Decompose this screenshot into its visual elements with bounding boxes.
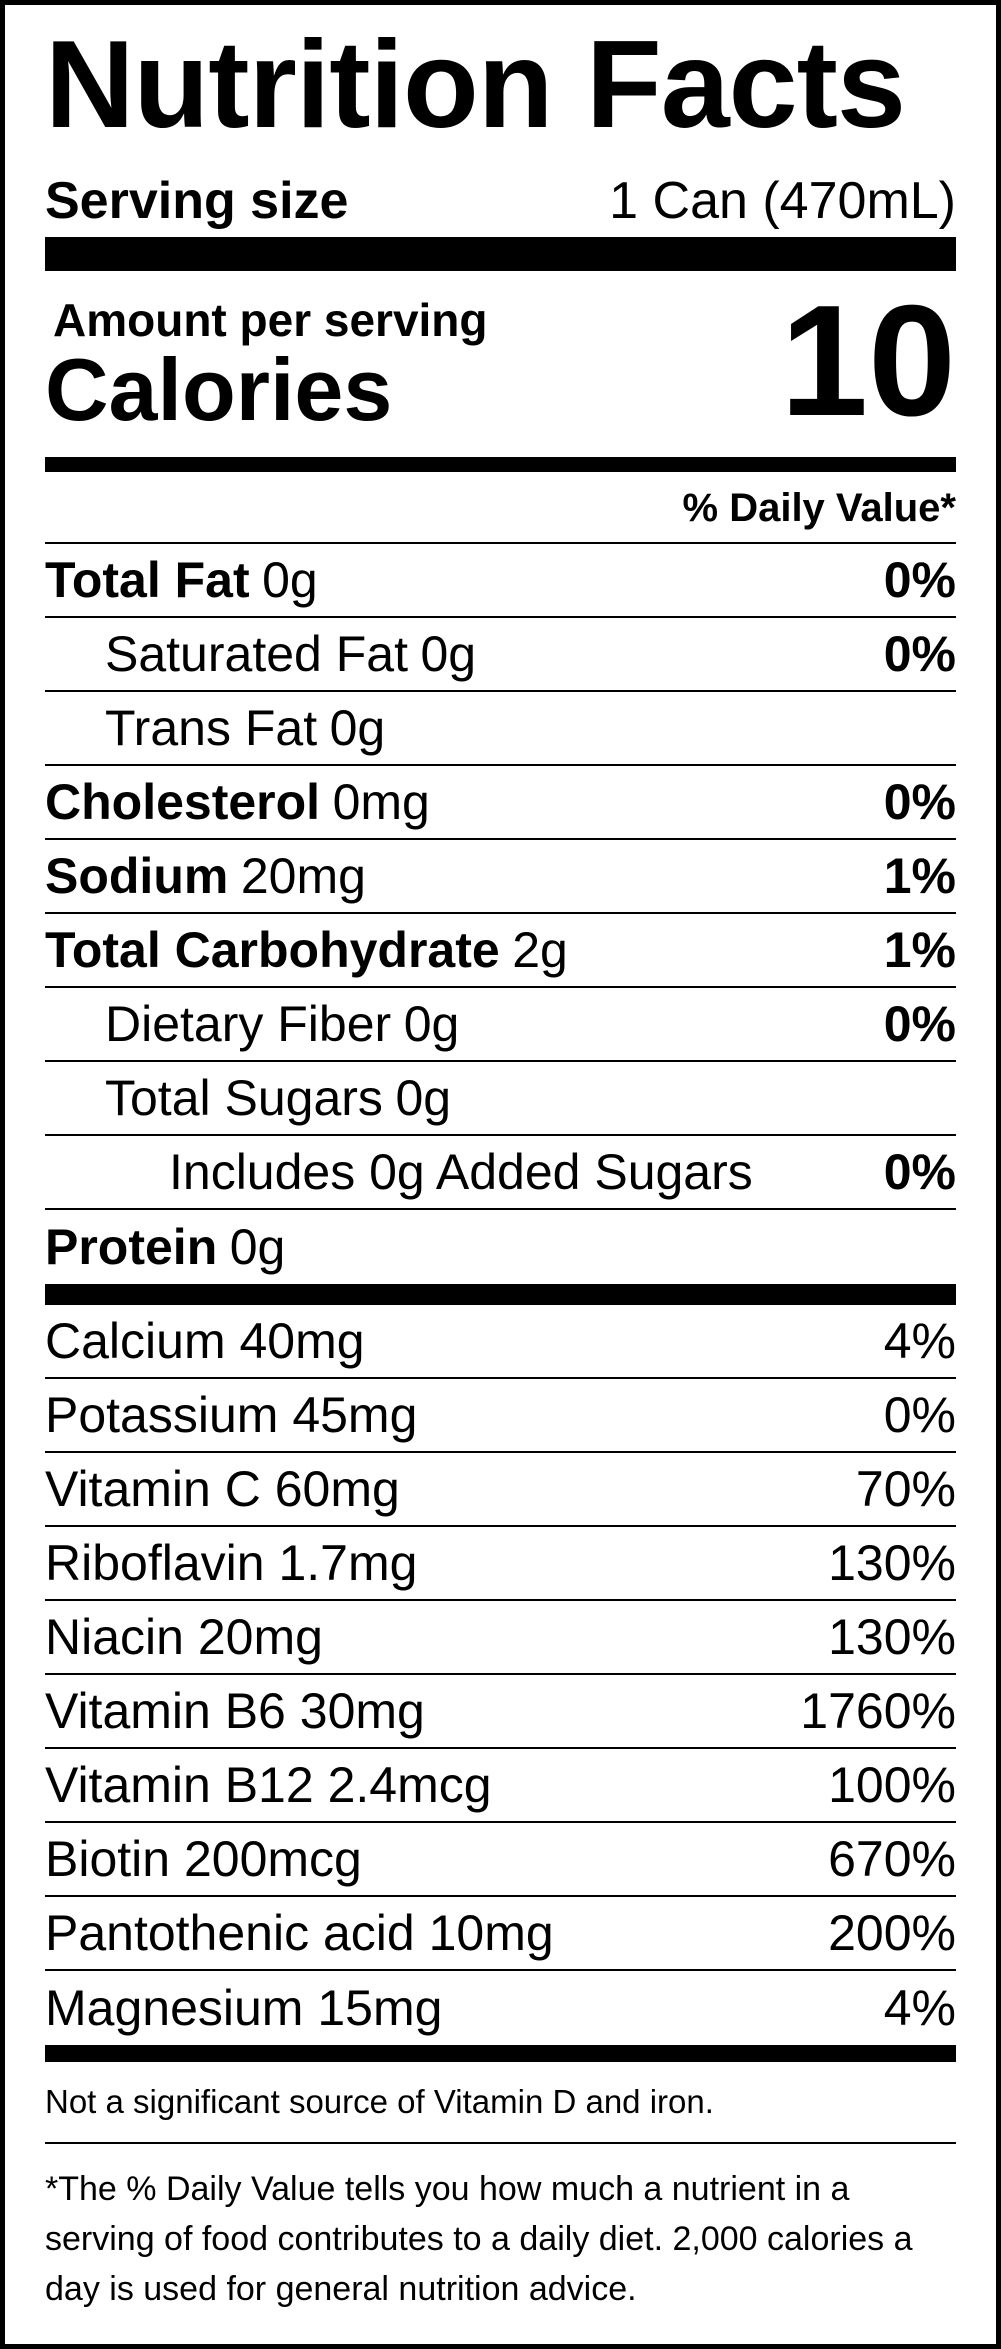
- serving-value: 1 Can (470mL): [609, 172, 956, 230]
- vitamin-dv: 130%: [828, 1535, 956, 1591]
- nutrient-name: Cholesterol: [45, 774, 321, 830]
- nutrient-name: Sodium: [45, 848, 229, 904]
- nutrient-amount: 0g: [395, 1070, 452, 1126]
- nutrient-dv: 1%: [883, 848, 956, 904]
- nutrient-name: Includes 0g Added Sugars: [169, 1144, 753, 1200]
- nutrient-name: Total Sugars: [105, 1070, 383, 1126]
- nutrient-row: Includes 0g Added Sugars 0%: [45, 1136, 956, 1210]
- vitamin-dv: 100%: [828, 1757, 956, 1813]
- nutrient-amount: 20mg: [240, 848, 366, 904]
- vitamin-name: Biotin 200mcg: [45, 1831, 362, 1887]
- vitamin-dv: 1760%: [800, 1683, 956, 1739]
- nutrient-row: Total Carbohydrate 2g 1%: [45, 914, 956, 988]
- vitamin-row: Vitamin B6 30mg 1760%: [45, 1675, 956, 1749]
- nutrient-row: Trans Fat 0g: [45, 692, 956, 766]
- nutrient-amount: 0mg: [332, 774, 430, 830]
- vitamin-name: Potassium 45mg: [45, 1387, 418, 1443]
- nutrient-name: Protein: [45, 1219, 218, 1275]
- vitamin-row: Calcium 40mg 4%: [45, 1305, 956, 1379]
- nutrient-row: Cholesterol 0mg 0%: [45, 766, 956, 840]
- nutrient-dv: 0%: [883, 1144, 956, 1200]
- nutrient-row: Protein 0g: [45, 1210, 956, 1284]
- amount-label: Amount per serving: [53, 294, 488, 346]
- nutrient-dv: 0%: [883, 626, 956, 682]
- nutrient-name: Total Carbohydrate: [45, 922, 500, 978]
- vitamin-row: Biotin 200mcg 670%: [45, 1823, 956, 1897]
- nutrient-row: Total Sugars 0g: [45, 1062, 956, 1136]
- divider: [45, 237, 956, 271]
- nutrient-row: Total Fat 0g 0%: [45, 544, 956, 618]
- nutrient-amount: 0g: [229, 1219, 286, 1275]
- vitamin-name: Vitamin B12 2.4mcg: [45, 1757, 492, 1813]
- nutrient-row: Dietary Fiber 0g 0%: [45, 988, 956, 1062]
- nutrient-amount: 0g: [403, 996, 460, 1052]
- vitamin-dv: 130%: [828, 1609, 956, 1665]
- vitamin-name: Riboflavin 1.7mg: [45, 1535, 418, 1591]
- nutrient-name: Trans Fat: [105, 700, 318, 756]
- vitamin-row: Vitamin B12 2.4mcg 100%: [45, 1749, 956, 1823]
- vitamin-name: Vitamin C 60mg: [45, 1461, 400, 1517]
- calories-value: 10: [780, 273, 956, 449]
- vitamin-dv: 0%: [883, 1387, 956, 1443]
- nutrient-dv: 0%: [883, 996, 956, 1052]
- nutrient-dv: 1%: [883, 922, 956, 978]
- footnote: *The % Daily Value tells you how much a …: [45, 2170, 913, 2308]
- nutrient-amount: 0g: [329, 700, 386, 756]
- vitamin-dv: 4%: [883, 1980, 956, 2036]
- vitamin-dv: 670%: [828, 1831, 956, 1887]
- divider: [45, 2045, 956, 2062]
- note: Not a significant source of Vitamin D an…: [45, 2083, 714, 2120]
- divider: [45, 2142, 956, 2144]
- vitamin-row: Pantothenic acid 10mg 200%: [45, 1897, 956, 1971]
- nutrient-dv: 0%: [883, 552, 956, 608]
- serving-label: Serving size: [45, 172, 349, 230]
- nutrient-amount: 0g: [262, 552, 318, 608]
- nutrient-name: Dietary Fiber: [105, 996, 392, 1052]
- serving-row: Serving size 1 Can (470mL): [45, 165, 956, 237]
- nutrient-list: Total Fat 0g 0% Saturated Fat 0g 0% Trans Fa…: [45, 544, 956, 1284]
- vitamin-name: Vitamin B6 30mg: [45, 1683, 425, 1739]
- divider: [45, 457, 956, 472]
- nutrient-row: Saturated Fat 0g 0%: [45, 618, 956, 692]
- nutrient-name: Total Fat: [45, 552, 250, 608]
- vitamin-dv: 4%: [883, 1313, 956, 1369]
- calories-block: Amount per serving Calories 10: [45, 271, 956, 457]
- nutrient-amount: 2g: [512, 922, 568, 978]
- title: Nutrition Facts: [45, 16, 906, 154]
- vitamin-row: Riboflavin 1.7mg 130%: [45, 1527, 956, 1601]
- vitamin-name: Magnesium 15mg: [45, 1980, 443, 2036]
- nutrient-row: Sodium 20mg 1%: [45, 840, 956, 914]
- vitamin-list: Calcium 40mg 4% Potassium 45mg 0% Vitamin C …: [45, 1305, 956, 2045]
- vitamin-dv: 70%: [855, 1461, 956, 1517]
- divider: [45, 1284, 956, 1305]
- nutrient-name: Saturated Fat: [105, 626, 408, 682]
- vitamin-dv: 200%: [828, 1905, 956, 1961]
- nutrient-amount: 0g: [420, 626, 477, 682]
- vitamin-name: Pantothenic acid 10mg: [45, 1905, 554, 1961]
- dv-header: % Daily Value*: [45, 472, 956, 544]
- vitamin-row: Niacin 20mg 130%: [45, 1601, 956, 1675]
- calories-label: Calories: [45, 340, 393, 439]
- vitamin-row: Vitamin C 60mg 70%: [45, 1453, 956, 1527]
- vitamin-row: Magnesium 15mg 4%: [45, 1971, 956, 2045]
- vitamin-name: Niacin 20mg: [45, 1609, 323, 1665]
- vitamin-name: Calcium 40mg: [45, 1313, 365, 1369]
- vitamin-row: Potassium 45mg 0%: [45, 1379, 956, 1453]
- nutrient-dv: 0%: [883, 774, 956, 830]
